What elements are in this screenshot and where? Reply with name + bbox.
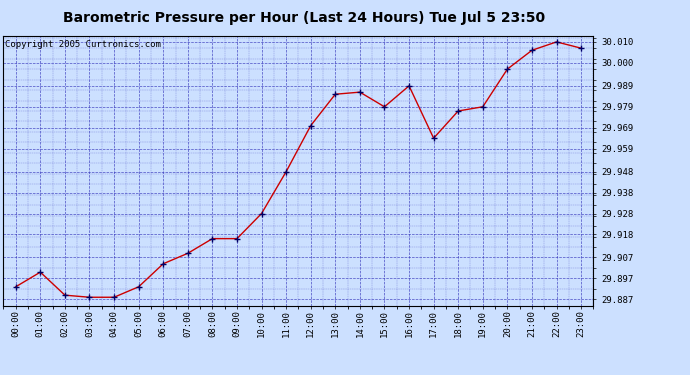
Text: Barometric Pressure per Hour (Last 24 Hours) Tue Jul 5 23:50: Barometric Pressure per Hour (Last 24 Ho… (63, 11, 544, 25)
Text: Copyright 2005 Curtronics.com: Copyright 2005 Curtronics.com (5, 40, 161, 49)
